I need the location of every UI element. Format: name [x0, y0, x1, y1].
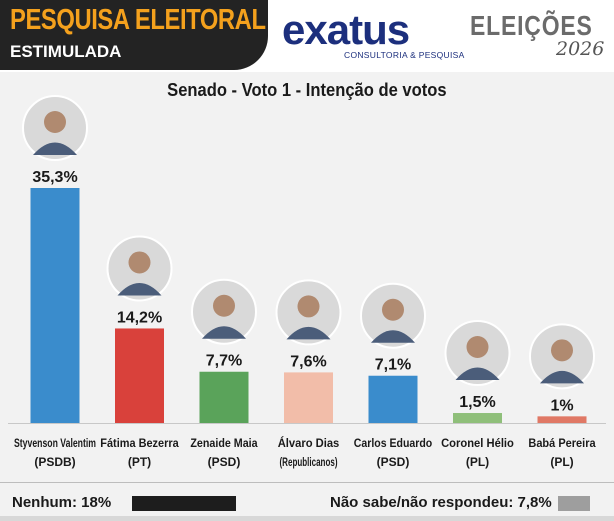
candidate-party-2: (PT)	[128, 455, 151, 469]
candidate-photo-head-6	[466, 336, 489, 359]
none-label: Nenhum: 18%	[12, 494, 112, 511]
bar-7	[537, 416, 587, 423]
candidate-photo-body-1	[33, 142, 77, 155]
candidate-party-4: (Republicanos)	[280, 455, 338, 469]
bar-chart: 35,3% Styvenson Valentim (PSDB) 14,2% Fátima…	[8, 95, 606, 469]
footer-strip	[0, 516, 614, 521]
chart-title: Senado - Voto 1 - Intenção de votos	[167, 80, 447, 100]
bar-3	[199, 371, 249, 423]
header: PESQUISA ELEITORAL ESTIMULADA exatus CON…	[0, 0, 614, 72]
bar-4	[284, 372, 333, 423]
value-label-4: 7,6%	[290, 353, 326, 370]
candidate-photo-body-4	[286, 326, 331, 340]
candidate-name-3: Zenaide Maia	[190, 436, 257, 450]
value-label-3: 7,7%	[206, 353, 242, 370]
dontknow-bar	[558, 496, 590, 511]
candidate-photo-head-5	[382, 298, 404, 321]
candidate-name-6: Coronel Hélio	[441, 436, 514, 450]
bar-6	[453, 413, 502, 423]
value-label-6: 1,5%	[459, 394, 495, 411]
candidate-name-7: Babá Pereira	[528, 436, 595, 450]
candidate-photo-head-7	[551, 339, 573, 362]
value-label-7: 1%	[550, 397, 573, 414]
candidate-party-3: (PSD)	[208, 455, 241, 469]
candidate-name-5: Carlos Eduardo	[354, 436, 432, 450]
value-label-2: 14,2%	[117, 309, 162, 326]
value-label-1: 35,3%	[32, 169, 77, 186]
candidate-photo-head-1	[44, 111, 66, 133]
logo-subtitle: CONSULTORIA & PESQUISA	[344, 50, 465, 60]
dontknow-label: Não sabe/não respondeu: 7,8%	[330, 494, 552, 511]
election-label: ELEIÇÕES	[470, 10, 593, 41]
header-title: PESQUISA ELEITORAL	[10, 4, 266, 36]
candidate-name-4: Álvaro Dias	[278, 435, 340, 450]
bar-2	[115, 328, 164, 423]
candidate-party-6: (PL)	[466, 455, 489, 469]
candidate-photo-body-6	[455, 367, 500, 381]
candidate-photo-head-3	[213, 294, 235, 317]
candidate-photo-body-7	[540, 370, 584, 384]
candidate-photo-body-2	[117, 282, 162, 296]
bar-5	[368, 375, 418, 423]
candidate-party-1: (PSDB)	[34, 455, 75, 469]
logo-wordmark: exatus	[282, 6, 410, 53]
candidate-photo-head-2	[128, 251, 151, 274]
exatus-logo: exatus CONSULTORIA & PESQUISA	[282, 6, 464, 61]
none-bar	[132, 496, 236, 511]
candidate-name-1: Styvenson Valentim	[14, 436, 96, 450]
election-year: 2026	[556, 38, 605, 60]
candidate-photo-head-4	[297, 295, 320, 318]
value-label-5: 7,1%	[375, 357, 411, 374]
footer-divider	[0, 482, 614, 483]
bar-1	[30, 188, 80, 423]
candidate-party-7: (PL)	[550, 455, 573, 469]
candidate-photo-body-5	[371, 330, 415, 343]
candidate-party-5: (PSD)	[377, 455, 410, 469]
header-title-box: PESQUISA ELEITORAL ESTIMULADA	[0, 0, 268, 70]
candidate-name-2: Fátima Bezerra	[100, 436, 179, 450]
candidate-photo-body-3	[202, 326, 246, 339]
header-subtitle: ESTIMULADA	[10, 42, 122, 61]
